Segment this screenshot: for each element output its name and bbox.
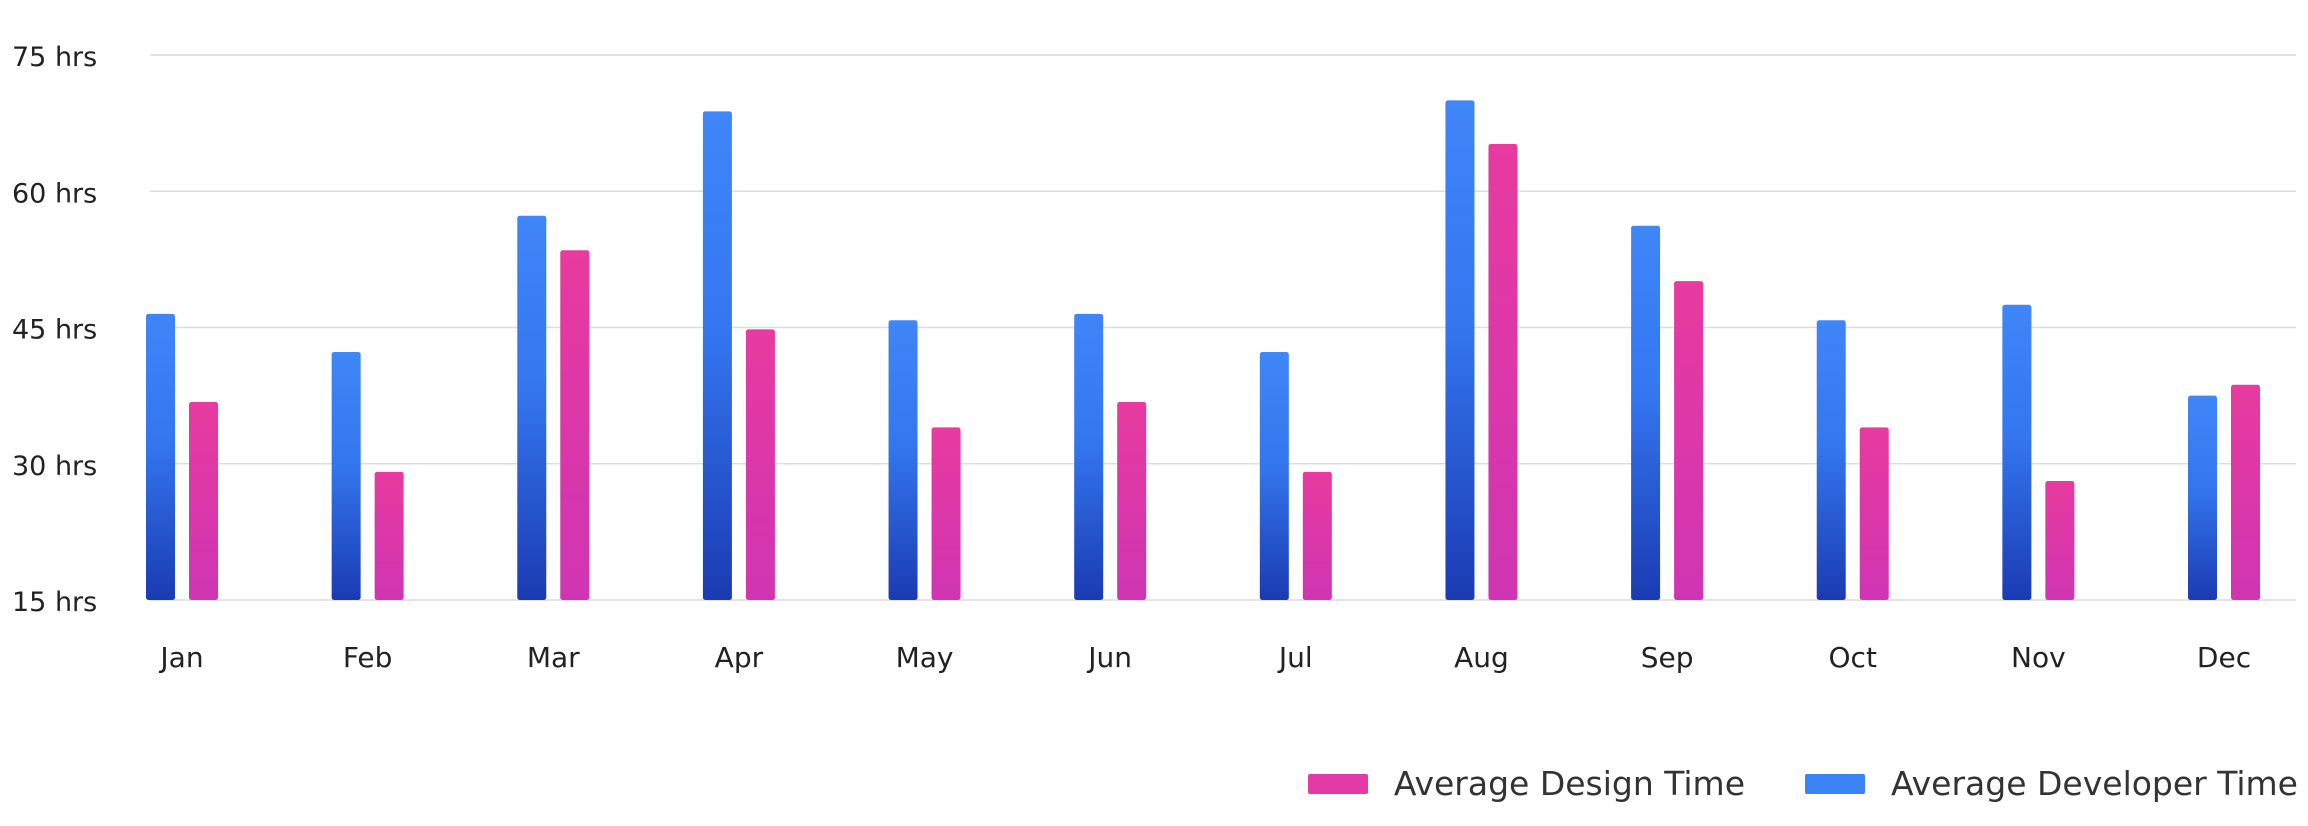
bar-developer-aug[interactable] bbox=[1445, 100, 1475, 601]
x-tick-label: Apr bbox=[715, 641, 764, 674]
y-tick-label: 75 hrs bbox=[12, 42, 97, 73]
x-tick-label: Aug bbox=[1454, 641, 1509, 674]
legend-swatch-developer bbox=[1805, 773, 1866, 794]
bar-design-oct[interactable] bbox=[1859, 427, 1889, 600]
y-tick-label: 60 hrs bbox=[12, 178, 97, 209]
gridlines bbox=[150, 54, 2296, 601]
x-tick-label: May bbox=[896, 641, 954, 674]
bar-design-apr[interactable] bbox=[745, 329, 775, 600]
bar-developer-nov[interactable] bbox=[2002, 304, 2032, 600]
bar-developer-jan[interactable] bbox=[146, 313, 175, 600]
legend-label-design: Average Design Time bbox=[1393, 764, 1746, 803]
bars bbox=[146, 100, 2260, 601]
bar-design-feb[interactable] bbox=[374, 471, 404, 600]
bar-developer-jun[interactable] bbox=[1074, 313, 1104, 600]
y-tick-label: 15 hrs bbox=[12, 587, 97, 618]
bar-developer-dec[interactable] bbox=[2188, 395, 2217, 600]
legend-item-design[interactable]: Average Design Time bbox=[1307, 764, 1746, 803]
x-tick-label: Jun bbox=[1086, 641, 1132, 674]
x-tick-label: Oct bbox=[1829, 641, 1877, 674]
x-tick-label: Mar bbox=[527, 641, 580, 674]
legend-item-developer[interactable]: Average Developer Time bbox=[1805, 764, 2298, 803]
bar-developer-apr[interactable] bbox=[702, 111, 732, 601]
bar-developer-feb[interactable] bbox=[331, 352, 361, 600]
bar-design-mar[interactable] bbox=[560, 250, 590, 600]
x-tick-label: Feb bbox=[343, 641, 393, 674]
bar-developer-oct[interactable] bbox=[1816, 320, 1846, 600]
bar-design-aug[interactable] bbox=[1488, 144, 1518, 600]
x-tick-label: Sep bbox=[1641, 641, 1694, 674]
x-tick-label: Dec bbox=[2197, 641, 2251, 674]
bar-developer-jul[interactable] bbox=[1259, 352, 1289, 600]
y-tick-label: 30 hrs bbox=[12, 451, 97, 482]
y-tick-label: 45 hrs bbox=[12, 315, 97, 346]
bar-design-may[interactable] bbox=[931, 427, 961, 600]
x-tick-label: Nov bbox=[2011, 641, 2066, 674]
bar-design-jul[interactable] bbox=[1302, 471, 1332, 600]
bar-design-jan[interactable] bbox=[189, 401, 218, 600]
bar-design-dec[interactable] bbox=[2231, 384, 2260, 600]
x-tick-label: Jan bbox=[158, 641, 203, 674]
bar-developer-may[interactable] bbox=[888, 320, 918, 600]
x-tick-label: Jul bbox=[1277, 641, 1313, 674]
legend-label-developer: Average Developer Time bbox=[1891, 764, 2298, 803]
y-axis-ticks: 15 hrs 30 hrs 45 hrs 60 hrs 75 hrs bbox=[12, 42, 97, 618]
x-axis-ticks: Jan Feb Mar Apr May Jun Jul Aug Sep Oct Nov Dec bbox=[158, 641, 2251, 674]
bar-developer-mar[interactable] bbox=[517, 215, 547, 600]
legend: Average Design Time Average Developer Ti… bbox=[1307, 764, 2298, 803]
bar-developer-sep[interactable] bbox=[1631, 225, 1661, 600]
legend-swatch-design bbox=[1307, 773, 1368, 794]
bar-design-nov[interactable] bbox=[2045, 481, 2075, 600]
bar-design-sep[interactable] bbox=[1674, 281, 1704, 600]
bar-design-jun[interactable] bbox=[1117, 401, 1147, 600]
